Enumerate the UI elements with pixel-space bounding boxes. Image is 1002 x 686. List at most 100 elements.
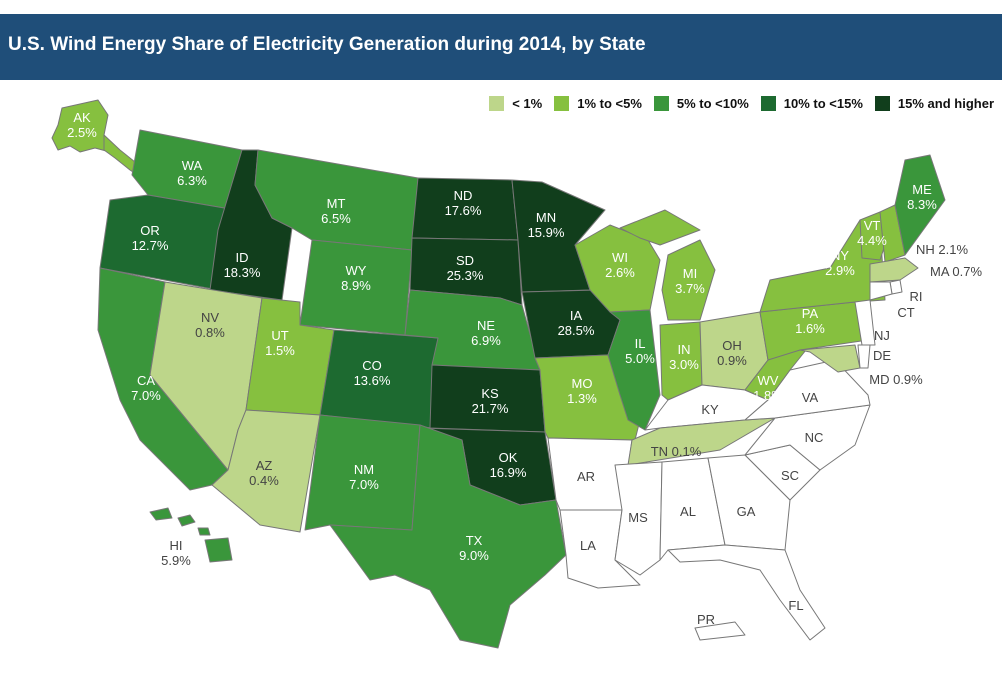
legend-label: 1% to <5% — [577, 96, 642, 111]
state-label-ca: CA — [137, 373, 155, 388]
state-NJ[interactable] — [854, 299, 876, 346]
state-FL[interactable] — [667, 544, 826, 641]
state-label-tn: TN 0.1% — [651, 444, 702, 459]
legend: < 1% 1% to <5% 5% to <10% 10% to <15% 15… — [477, 96, 994, 111]
legend-swatch — [489, 96, 505, 111]
state-label-wi: WI — [612, 250, 628, 265]
state-value-wy: 8.9% — [341, 278, 371, 293]
state-value-co: 13.6% — [354, 373, 391, 388]
state-value-il: 5.0% — [625, 351, 655, 366]
state-label-il: IL — [635, 336, 646, 351]
state-label-mi: MI — [683, 266, 697, 281]
state-value-ia: 28.5% — [558, 323, 595, 338]
state-value-sd: 25.3% — [447, 268, 484, 283]
state-value-mt: 6.5% — [321, 211, 351, 226]
state-GA[interactable] — [707, 454, 791, 551]
state-label-ut: UT — [271, 328, 288, 343]
state-label-nc: NC — [805, 430, 824, 445]
state-value-wi: 2.6% — [605, 265, 635, 280]
state-value-hi: 5.9% — [161, 553, 191, 568]
state-WI[interactable] — [574, 224, 661, 313]
state-label-fl: FL — [788, 598, 803, 613]
state-value-mn: 15.9% — [528, 225, 565, 240]
state-value-mo: 1.3% — [567, 391, 597, 406]
state-IL[interactable] — [607, 309, 661, 431]
state-MA[interactable] — [869, 257, 919, 283]
legend-label: 10% to <15% — [783, 96, 863, 111]
state-value-in: 3.0% — [669, 357, 699, 372]
state-AZ[interactable] — [211, 409, 321, 533]
state-label-nm: NM — [354, 462, 374, 477]
state-label-ga: GA — [737, 504, 756, 519]
state-label-tx: TX — [466, 533, 483, 548]
state-label-ms: MS — [628, 510, 648, 525]
state-labels: AK2.5%WA6.3%OR12.7%CA7.0%ID18.3%NV0.8%MT… — [67, 110, 982, 627]
state-value-wv: 1.8% — [753, 388, 783, 403]
state-label-ia: IA — [570, 308, 583, 323]
state-value-vt: 4.4% — [857, 233, 887, 248]
territory-PR[interactable] — [694, 621, 746, 641]
state-label-wa: WA — [182, 158, 203, 173]
state-label-pr: PR — [697, 612, 715, 627]
state-HI[interactable] — [149, 507, 233, 563]
title-bar: U.S. Wind Energy Share of Electricity Ge… — [0, 14, 1002, 80]
state-label-nd: ND — [454, 188, 473, 203]
state-label-ar: AR — [577, 469, 595, 484]
legend-item-1to5: 1% to <5% — [554, 96, 642, 111]
state-label-id: ID — [236, 250, 249, 265]
state-label-ri: RI — [910, 289, 923, 304]
state-label-ak: AK — [73, 110, 91, 125]
state-label-mo: MO — [572, 376, 593, 391]
state-value-ny: 2.9% — [825, 263, 855, 278]
state-label-ct: CT — [897, 305, 914, 320]
legend-item-5to10: 5% to <10% — [653, 96, 749, 111]
state-label-va: VA — [802, 390, 819, 405]
legend-label: < 1% — [512, 96, 543, 111]
state-label-co: CO — [362, 358, 382, 373]
state-VA[interactable] — [744, 359, 871, 421]
state-value-ak: 2.5% — [67, 125, 97, 140]
state-label-nv: NV — [201, 310, 219, 325]
state-value-mi: 3.7% — [675, 281, 705, 296]
state-label-ok: OK — [499, 450, 518, 465]
state-value-pa: 1.6% — [795, 321, 825, 336]
state-label-sc: SC — [781, 468, 799, 483]
state-label-ny: NY — [831, 248, 849, 263]
state-DE[interactable] — [857, 344, 871, 369]
state-label-md: MD 0.9% — [869, 372, 923, 387]
state-label-mn: MN — [536, 210, 556, 225]
state-value-az: 0.4% — [249, 473, 279, 488]
legend-swatch — [554, 96, 570, 111]
legend-label: 15% and higher — [897, 96, 994, 111]
legend-item-10to15: 10% to <15% — [760, 96, 863, 111]
state-label-ks: KS — [481, 386, 499, 401]
state-label-ma: MA 0.7% — [930, 264, 982, 279]
state-label-ky: KY — [701, 402, 719, 417]
state-TX[interactable] — [329, 424, 567, 649]
state-VT[interactable] — [859, 211, 886, 261]
state-CT[interactable] — [869, 281, 893, 301]
state-label-sd: SD — [456, 253, 474, 268]
state-label-me: ME — [912, 182, 932, 197]
state-label-de: DE — [873, 348, 891, 363]
map-title: U.S. Wind Energy Share of Electricity Ge… — [8, 34, 646, 55]
state-ME[interactable] — [894, 154, 946, 256]
state-MD[interactable] — [799, 344, 861, 373]
state-value-nm: 7.0% — [349, 477, 379, 492]
state-value-ne: 6.9% — [471, 333, 501, 348]
legend-item-lt1: < 1% — [489, 96, 542, 111]
state-label-hi: HI — [170, 538, 183, 553]
state-value-nd: 17.6% — [445, 203, 482, 218]
state-value-wa: 6.3% — [177, 173, 207, 188]
state-value-me: 8.3% — [907, 197, 937, 212]
state-label-mt: MT — [327, 196, 346, 211]
state-label-al: AL — [680, 504, 696, 519]
state-label-wy: WY — [346, 263, 367, 278]
state-value-ut: 1.5% — [265, 343, 295, 358]
state-label-pa: PA — [802, 306, 819, 321]
state-MI[interactable] — [661, 239, 716, 321]
state-label-nj: NJ — [874, 328, 890, 343]
state-label-wv: WV — [758, 373, 779, 388]
state-AK[interactable] — [51, 99, 111, 153]
